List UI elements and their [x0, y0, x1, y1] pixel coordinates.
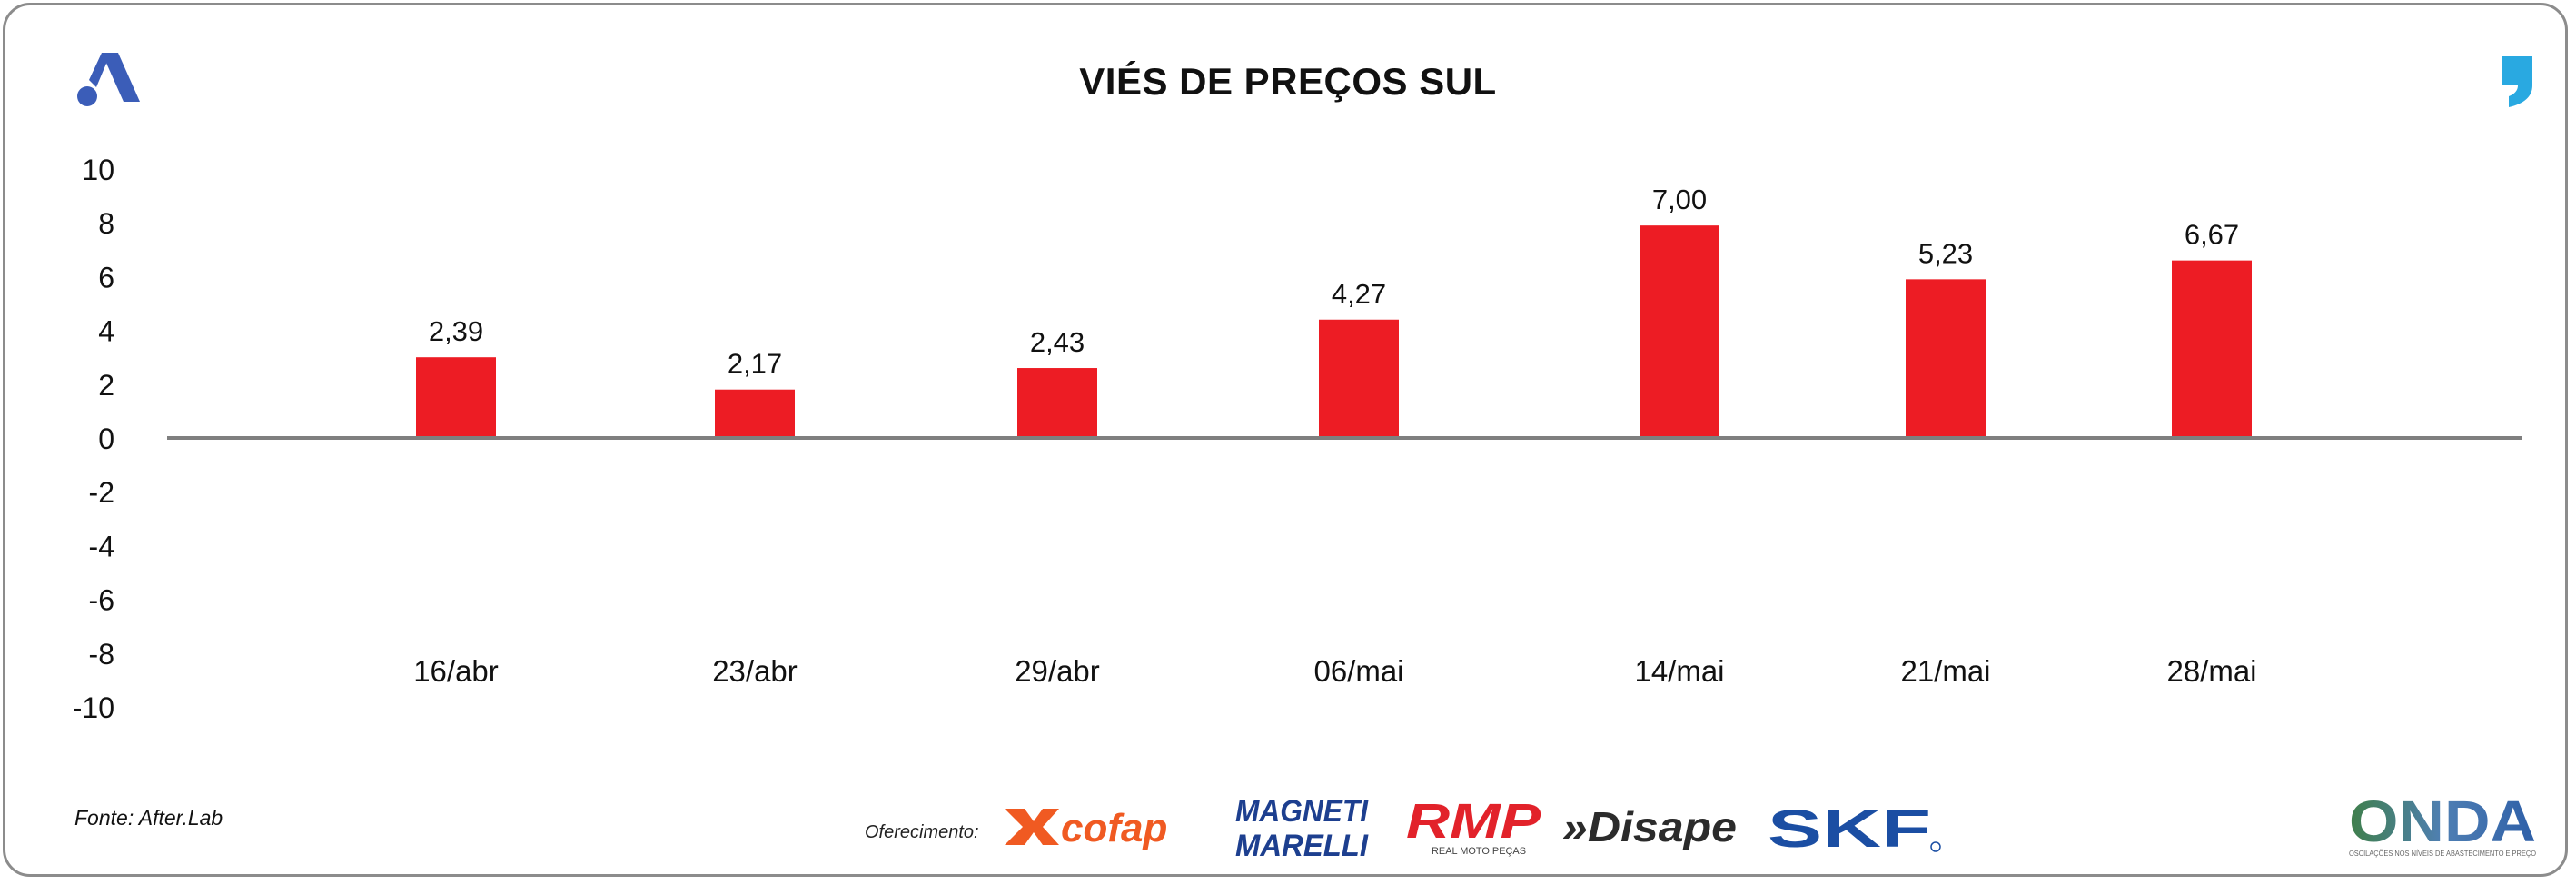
bar-28/mai [2172, 260, 2252, 438]
x-category-label: 21/mai [1900, 654, 1990, 688]
marelli-line2: MARELLI [1235, 829, 1369, 861]
y-tick-label: 0 [98, 423, 114, 455]
bar-21/mai [1906, 279, 1986, 438]
bar-14/mai [1640, 225, 1719, 438]
magneti-marelli-logo: MAGNETI MARELLI [1234, 792, 1370, 861]
y-tick-label: 4 [98, 315, 114, 348]
quote-logo-icon [2502, 56, 2532, 107]
data-label: 2,39 [429, 315, 483, 347]
bar-29/abr [1017, 368, 1097, 438]
cofap-logo: cofap [1001, 801, 1210, 852]
disape-text: »Disape [1562, 803, 1737, 850]
y-tick-label: 10 [82, 154, 114, 186]
rmp-logo: RMP REAL MOTO PEÇAS [1406, 796, 1542, 858]
y-tick-label: 6 [98, 261, 114, 293]
onda-logo: ONDA OSCILAÇÕES NOS NÍVEIS DE ABASTECIME… [2349, 789, 2538, 860]
skf-logo: SKF [1768, 803, 1942, 854]
data-label: 6,67 [2185, 219, 2239, 251]
data-labels: 2,39 2,17 2,43 4,27 7,00 5,23 6,67 [429, 184, 2239, 380]
onda-subtext: OSCILAÇÕES NOS NÍVEIS DE ABASTECIMENTO E… [2349, 850, 2536, 858]
y-tick-label: -4 [89, 530, 114, 562]
rmp-text: RMP [1406, 796, 1541, 849]
y-tick-label: -8 [89, 638, 114, 671]
marelli-line1: MAGNETI [1235, 794, 1369, 829]
y-tick-label: -6 [89, 584, 114, 617]
y-tick-label: 8 [98, 207, 114, 240]
bar-06/mai [1319, 319, 1399, 438]
x-category-label: 29/abr [1015, 654, 1100, 688]
x-category-label: 14/mai [1634, 654, 1724, 688]
bar-23/abr [715, 389, 795, 438]
data-label: 4,27 [1332, 278, 1386, 310]
data-label: 7,00 [1652, 184, 1707, 215]
chart-title: VIÉS DE PREÇOS SUL [1079, 60, 1497, 103]
y-axis-ticks: 10 8 6 4 2 0 -2 -4 -6 -8 -10 [73, 154, 114, 724]
x-category-label: 23/abr [712, 654, 798, 688]
x-category-label: 06/mai [1313, 654, 1403, 688]
data-label: 2,43 [1030, 326, 1085, 358]
data-label: 5,23 [1918, 237, 1973, 269]
y-tick-label: -2 [89, 476, 114, 509]
x-category-label: 28/mai [2166, 654, 2256, 688]
sponsor-label: Oferecimento: [865, 822, 979, 842]
skf-text: SKF [1768, 803, 1931, 854]
bars [416, 225, 2252, 438]
x-category-label: 16/abr [413, 654, 499, 688]
source-note: Fonte: After.Lab [74, 806, 223, 830]
x-axis-categories: 16/abr 23/abr 29/abr 06/mai 14/mai 21/mai 28/m… [413, 654, 2256, 688]
data-label: 2,17 [728, 348, 782, 380]
cofap-text: cofap [1061, 806, 1167, 850]
disape-logo: »Disape [1562, 800, 1740, 856]
rmp-subtext: REAL MOTO PEÇAS [1432, 846, 1526, 857]
onda-text: ONDA [2349, 791, 2536, 854]
bar-16/abr [416, 357, 496, 438]
brand-a-logo-icon [77, 53, 140, 106]
y-tick-label: 2 [98, 369, 114, 402]
y-tick-label: -10 [73, 691, 114, 724]
